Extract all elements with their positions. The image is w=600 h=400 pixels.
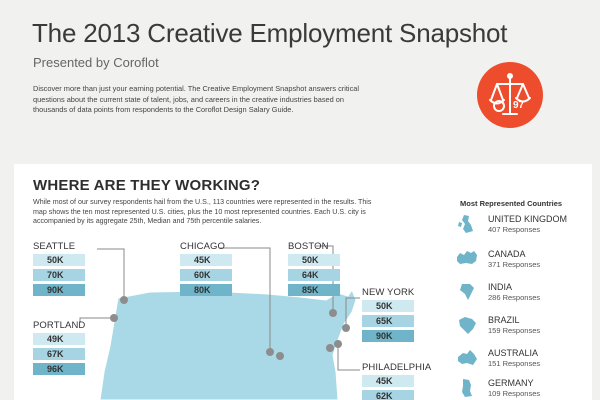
country-item: GERMANY 109 Responses	[456, 376, 586, 400]
bar-p25: 49K	[33, 333, 85, 345]
bar-p50: 62K	[362, 390, 414, 400]
bar-p25: 45K	[362, 375, 414, 387]
country-item: CANADA 371 Responses	[456, 247, 586, 277]
us-map-shape	[99, 288, 357, 400]
bar-p50: 70K	[33, 269, 85, 281]
australia-map-icon	[458, 350, 477, 365]
bar-p25: 50K	[33, 254, 85, 266]
balance-scale-icon: 97	[477, 62, 543, 128]
city-name: BOSTON	[288, 241, 329, 252]
country-item: BRAZIL 159 Responses	[456, 313, 586, 343]
bar-p50: 65K	[362, 315, 414, 327]
bar-p50: 60K	[180, 269, 232, 281]
germany-map-icon	[462, 379, 472, 397]
bar-p25: 45K	[180, 254, 232, 266]
country-item: INDIA 286 Responses	[456, 280, 586, 310]
bar-p75: 96K	[33, 363, 85, 375]
map-connectors	[79, 245, 360, 371]
canada-map-icon	[457, 251, 477, 264]
country-item: UNITED KINGDOM 407 Responses	[456, 212, 586, 242]
country-item: AUSTRALIA 151 Responses	[456, 346, 586, 376]
city-seattle: SEATTLE 50K 70K 90K	[33, 241, 85, 299]
city-name: CHICAGO	[180, 241, 226, 252]
city-philadelphia: PHILADELPHIA 45K 62K	[362, 362, 431, 400]
bar-p75: 90K	[362, 330, 414, 342]
page-title: The 2013 Creative Employment Snapshot	[32, 18, 508, 48]
bar-p25: 50K	[288, 254, 340, 266]
page-subtitle: Presented by Coroflot	[33, 55, 159, 70]
city-new-york: NEW YORK 50K 65K 90K	[362, 287, 414, 345]
bar-p75: 80K	[180, 284, 232, 296]
city-name: SEATTLE	[33, 241, 76, 252]
bar-p50: 64K	[288, 269, 340, 281]
city-dots	[110, 296, 350, 360]
bar-p75: 85K	[288, 284, 340, 296]
city-name: PORTLAND	[33, 320, 86, 331]
section-title: WHERE ARE THEY WORKING?	[33, 177, 261, 194]
india-map-icon	[460, 284, 474, 300]
city-chicago: CHICAGO 45K 60K 80K	[180, 241, 232, 299]
city-portland: PORTLAND 49K 67K 96K	[33, 320, 85, 378]
city-name: NEW YORK	[362, 287, 415, 298]
bar-p50: 67K	[33, 348, 85, 360]
section-description: While most of our survey respondents hai…	[33, 198, 372, 226]
city-boston: BOSTON 50K 64K 85K	[288, 241, 340, 299]
bar-p75: 90K	[33, 284, 85, 296]
intro-text: Discover more than just your earning pot…	[33, 84, 360, 115]
brazil-map-icon	[459, 317, 476, 334]
logo-number: 97	[513, 100, 525, 111]
countries-title: Most Represented Countries	[460, 199, 563, 208]
uk-map-icon	[458, 215, 473, 233]
city-name: PHILADELPHIA	[362, 362, 432, 373]
bar-p25: 50K	[362, 300, 414, 312]
